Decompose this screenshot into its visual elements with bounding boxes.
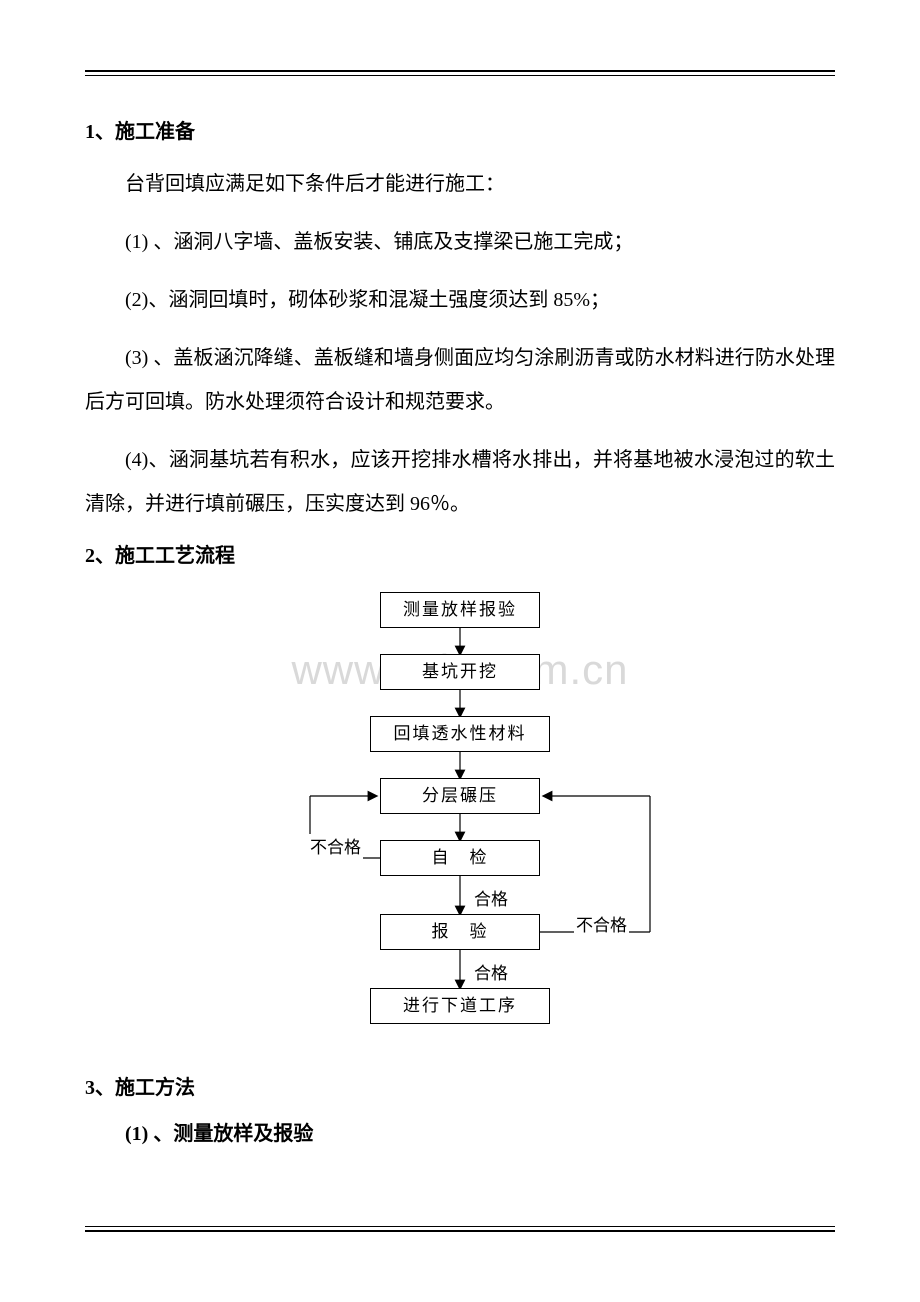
section-3-heading: 3、施工方法 xyxy=(85,1072,835,1104)
fc-node-next: 进行下道工序 xyxy=(370,988,550,1024)
process-flowchart: www.zxin.com.cn xyxy=(200,592,720,1062)
bottom-rule xyxy=(85,1226,835,1232)
fc-node-backfill: 回填透水性材料 xyxy=(370,716,550,752)
fc-label-pass-1: 合格 xyxy=(472,886,510,913)
section-2-heading: 2、施工工艺流程 xyxy=(85,540,835,572)
fc-label-pass-2: 合格 xyxy=(472,960,510,987)
section-3-sub-1: (1) 、测量放样及报验 xyxy=(85,1118,835,1150)
section-1-intro: 台背回填应满足如下条件后才能进行施工： xyxy=(85,162,835,206)
top-rule xyxy=(85,70,835,76)
page-content: 1、施工准备 台背回填应满足如下条件后才能进行施工： (1) 、涵洞八字墙、盖板… xyxy=(85,116,835,1150)
section-1-heading: 1、施工准备 xyxy=(85,116,835,148)
fc-label-fail-left: 不合格 xyxy=(308,834,363,861)
page-frame: 1、施工准备 台背回填应满足如下条件后才能进行施工： (1) 、涵洞八字墙、盖板… xyxy=(85,70,835,1232)
fc-node-selfcheck: 自 检 xyxy=(380,840,540,876)
fc-node-measure: 测量放样报验 xyxy=(380,592,540,628)
section-1-item-3: (3) 、盖板涵沉降缝、盖板缝和墙身侧面应均匀涂刷沥青或防水材料进行防水处理后方… xyxy=(85,336,835,424)
section-1-item-4: (4)、涵洞基坑若有积水，应该开挖排水槽将水排出，并将基地被水浸泡过的软土清除，… xyxy=(85,438,835,526)
fc-node-inspect: 报 验 xyxy=(380,914,540,950)
fc-node-excavate: 基坑开挖 xyxy=(380,654,540,690)
section-1-item-1: (1) 、涵洞八字墙、盖板安装、铺底及支撑梁已施工完成； xyxy=(85,220,835,264)
section-1-item-2: (2)、涵洞回填时，砌体砂浆和混凝土强度须达到 85%； xyxy=(85,278,835,322)
fc-label-fail-right: 不合格 xyxy=(574,912,629,939)
fc-node-compact: 分层碾压 xyxy=(380,778,540,814)
